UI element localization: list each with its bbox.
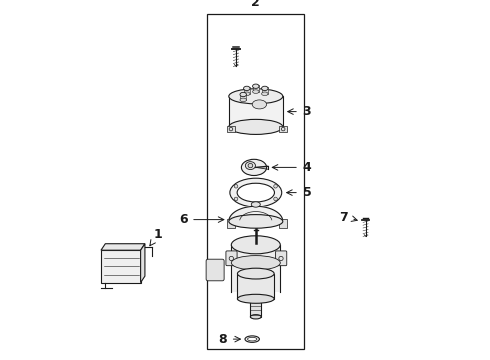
Ellipse shape	[252, 100, 267, 109]
Ellipse shape	[229, 215, 283, 228]
Bar	[252, 85, 259, 91]
Text: 3: 3	[303, 105, 311, 118]
Bar	[238, 274, 274, 299]
Text: 1: 1	[154, 228, 163, 241]
FancyBboxPatch shape	[226, 251, 237, 266]
Bar	[279, 219, 287, 228]
Text: 6: 6	[179, 213, 187, 226]
Bar	[101, 250, 141, 283]
Ellipse shape	[245, 336, 259, 342]
Polygon shape	[229, 206, 283, 221]
Ellipse shape	[247, 337, 257, 341]
Ellipse shape	[262, 92, 268, 96]
Ellipse shape	[244, 92, 250, 96]
Polygon shape	[141, 244, 145, 283]
Bar	[207, 14, 304, 349]
Ellipse shape	[238, 294, 274, 303]
Text: 7: 7	[339, 211, 347, 224]
Bar	[250, 297, 261, 317]
Ellipse shape	[245, 162, 255, 170]
Ellipse shape	[230, 178, 282, 207]
Bar	[227, 126, 235, 132]
Ellipse shape	[251, 202, 260, 207]
Text: 2: 2	[251, 0, 260, 9]
Ellipse shape	[242, 159, 267, 175]
Ellipse shape	[250, 315, 261, 319]
Ellipse shape	[237, 183, 274, 202]
Ellipse shape	[231, 236, 280, 254]
Bar	[262, 87, 268, 94]
Bar	[227, 219, 235, 228]
Polygon shape	[101, 244, 145, 250]
Bar	[231, 245, 280, 292]
Bar	[244, 87, 250, 94]
Bar	[240, 94, 246, 100]
Ellipse shape	[229, 89, 283, 104]
Circle shape	[274, 197, 277, 201]
Ellipse shape	[240, 98, 246, 102]
Ellipse shape	[248, 163, 253, 168]
Ellipse shape	[229, 120, 283, 134]
Ellipse shape	[244, 86, 250, 91]
Text: 8: 8	[219, 333, 227, 346]
Circle shape	[274, 184, 277, 188]
Ellipse shape	[252, 90, 259, 94]
Text: 5: 5	[303, 186, 311, 199]
FancyBboxPatch shape	[275, 251, 287, 266]
Ellipse shape	[252, 84, 259, 89]
Circle shape	[234, 197, 238, 201]
Bar	[229, 96, 283, 127]
Text: 4: 4	[303, 161, 311, 174]
Circle shape	[234, 184, 238, 188]
Ellipse shape	[238, 268, 274, 279]
Bar	[279, 126, 287, 132]
Ellipse shape	[231, 256, 280, 270]
Ellipse shape	[240, 92, 246, 97]
FancyBboxPatch shape	[206, 259, 224, 281]
Ellipse shape	[262, 86, 268, 91]
